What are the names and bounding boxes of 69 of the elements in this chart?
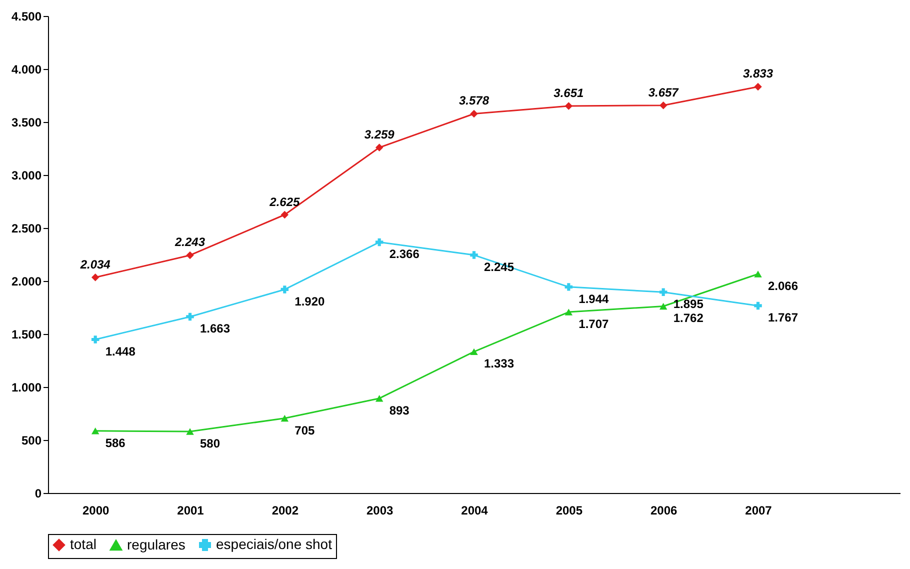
data-label: 3.259 xyxy=(364,128,395,142)
data-label: 1.762 xyxy=(673,311,704,326)
point xyxy=(186,312,194,321)
point xyxy=(754,82,762,91)
point xyxy=(659,101,668,110)
point xyxy=(564,102,573,110)
data-label: 580 xyxy=(200,436,220,451)
data-label: 1.895 xyxy=(673,297,704,312)
data-label: 2.625 xyxy=(268,194,300,209)
point xyxy=(375,394,384,402)
y-tick-label: 3.000 xyxy=(11,168,42,182)
data-label: 3.657 xyxy=(648,85,680,100)
data-label: 1.448 xyxy=(105,344,136,359)
data-label: 2.066 xyxy=(768,279,798,294)
point xyxy=(186,428,194,435)
data-label: 1.333 xyxy=(484,356,514,371)
x-tick-label: 2007 xyxy=(745,504,772,518)
point xyxy=(280,414,289,422)
data-label: 586 xyxy=(105,436,126,450)
y-tick-label: 1.000 xyxy=(11,380,42,394)
legend-label: regulares xyxy=(127,536,186,552)
x-tick-label: 2004 xyxy=(461,504,488,518)
data-label: 2.245 xyxy=(484,260,514,274)
point xyxy=(91,428,100,434)
legend-label: total xyxy=(70,536,96,552)
y-tick-label: 3.500 xyxy=(11,116,42,130)
y-tick-label: 4.500 xyxy=(11,10,42,24)
point xyxy=(186,251,194,260)
y-tick-label: 1.500 xyxy=(11,328,42,342)
point xyxy=(659,288,668,296)
point xyxy=(375,144,384,152)
point xyxy=(754,302,762,310)
data-label: 3.651 xyxy=(554,86,584,100)
data-label: 3.578 xyxy=(458,94,490,108)
data-label: 2.366 xyxy=(389,247,420,262)
point xyxy=(754,270,762,278)
data-label: 2.243 xyxy=(174,235,206,250)
point xyxy=(280,210,289,219)
data-label: 1.767 xyxy=(768,310,798,325)
data-label: 893 xyxy=(389,403,410,418)
data-label: 1.944 xyxy=(578,292,610,306)
data-label: 1.920 xyxy=(294,294,326,308)
x-tick-label: 2003 xyxy=(366,504,394,518)
y-tick-label: 500 xyxy=(21,434,42,448)
x-tick-label: 2000 xyxy=(82,504,110,518)
x-tick-label: 2001 xyxy=(177,504,204,518)
data-label: 2.034 xyxy=(79,257,111,272)
point xyxy=(564,308,573,316)
y-tick-label: 2.500 xyxy=(11,222,42,236)
y-tick-label: 0 xyxy=(34,486,42,500)
point xyxy=(470,348,478,356)
legend-label: especiais/one shot xyxy=(216,536,332,552)
point xyxy=(375,238,384,246)
x-tick-label: 2006 xyxy=(650,504,678,518)
point xyxy=(91,336,100,344)
point xyxy=(470,110,478,118)
point xyxy=(280,286,289,294)
point xyxy=(564,283,573,291)
y-tick-label: 2.000 xyxy=(11,274,42,288)
x-tick-label: 2005 xyxy=(556,504,583,518)
y-tick-label: 4.000 xyxy=(11,62,42,76)
point xyxy=(91,274,100,282)
point xyxy=(659,302,668,310)
x-tick-label: 2002 xyxy=(272,504,299,518)
data-label: 1.663 xyxy=(200,322,230,336)
data-label: 3.833 xyxy=(742,66,774,81)
data-label: 705 xyxy=(294,423,316,438)
point xyxy=(470,251,478,259)
data-label: 1.707 xyxy=(578,317,610,332)
